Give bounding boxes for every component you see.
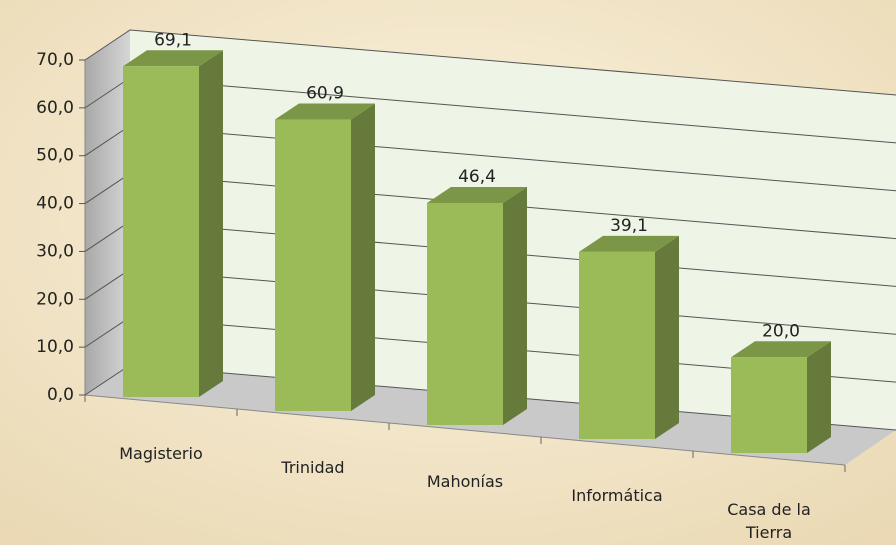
data-label: 39,1 (610, 216, 648, 236)
x-axis (84, 394, 846, 466)
side-wall (85, 30, 130, 395)
y-tick-label: 20,0 (36, 289, 74, 309)
bar (579, 251, 655, 439)
data-label: 69,1 (154, 30, 192, 50)
bar-top (123, 50, 223, 67)
x-tick-label: Magisterio (119, 444, 203, 463)
y-tick-label: 60,0 (36, 98, 74, 118)
x-label-box: Trinidad (281, 458, 345, 477)
data-label: 60,9 (306, 84, 344, 104)
x-label-box: Mahonías (426, 472, 504, 491)
x-label-box: Casa de la Tierra (727, 500, 811, 543)
bar-side (503, 186, 527, 425)
bar-top (731, 341, 831, 358)
x-label-box: Magisterio (119, 444, 203, 463)
bar (275, 119, 351, 412)
y-tick-label: 40,0 (36, 194, 74, 214)
x-tick-label: Casa de la Tierra (727, 500, 811, 543)
bar-top (579, 235, 679, 252)
y-tick-label: 10,0 (36, 337, 74, 357)
data-label: 46,4 (458, 167, 496, 187)
y-tick-label: 0,0 (47, 385, 74, 405)
bar-side (351, 103, 375, 412)
bar-side (655, 235, 679, 439)
bar-top (427, 186, 527, 203)
y-tick-label: 70,0 (36, 50, 74, 70)
grid-line (84, 29, 896, 96)
x-label-box: Informática (571, 486, 663, 505)
bar-top (275, 103, 375, 120)
y-tick-label: 50,0 (36, 146, 74, 166)
bar-side (807, 341, 831, 453)
bar-side (199, 50, 223, 398)
y-tick-label: 30,0 (36, 241, 74, 261)
bar (123, 66, 199, 398)
x-tick-label: Mahonías (426, 472, 504, 491)
bar (427, 202, 503, 425)
x-tick-label: Trinidad (281, 458, 345, 477)
bar (731, 357, 807, 453)
x-tick-label: Informática (571, 486, 663, 505)
data-label: 20,0 (762, 321, 800, 341)
